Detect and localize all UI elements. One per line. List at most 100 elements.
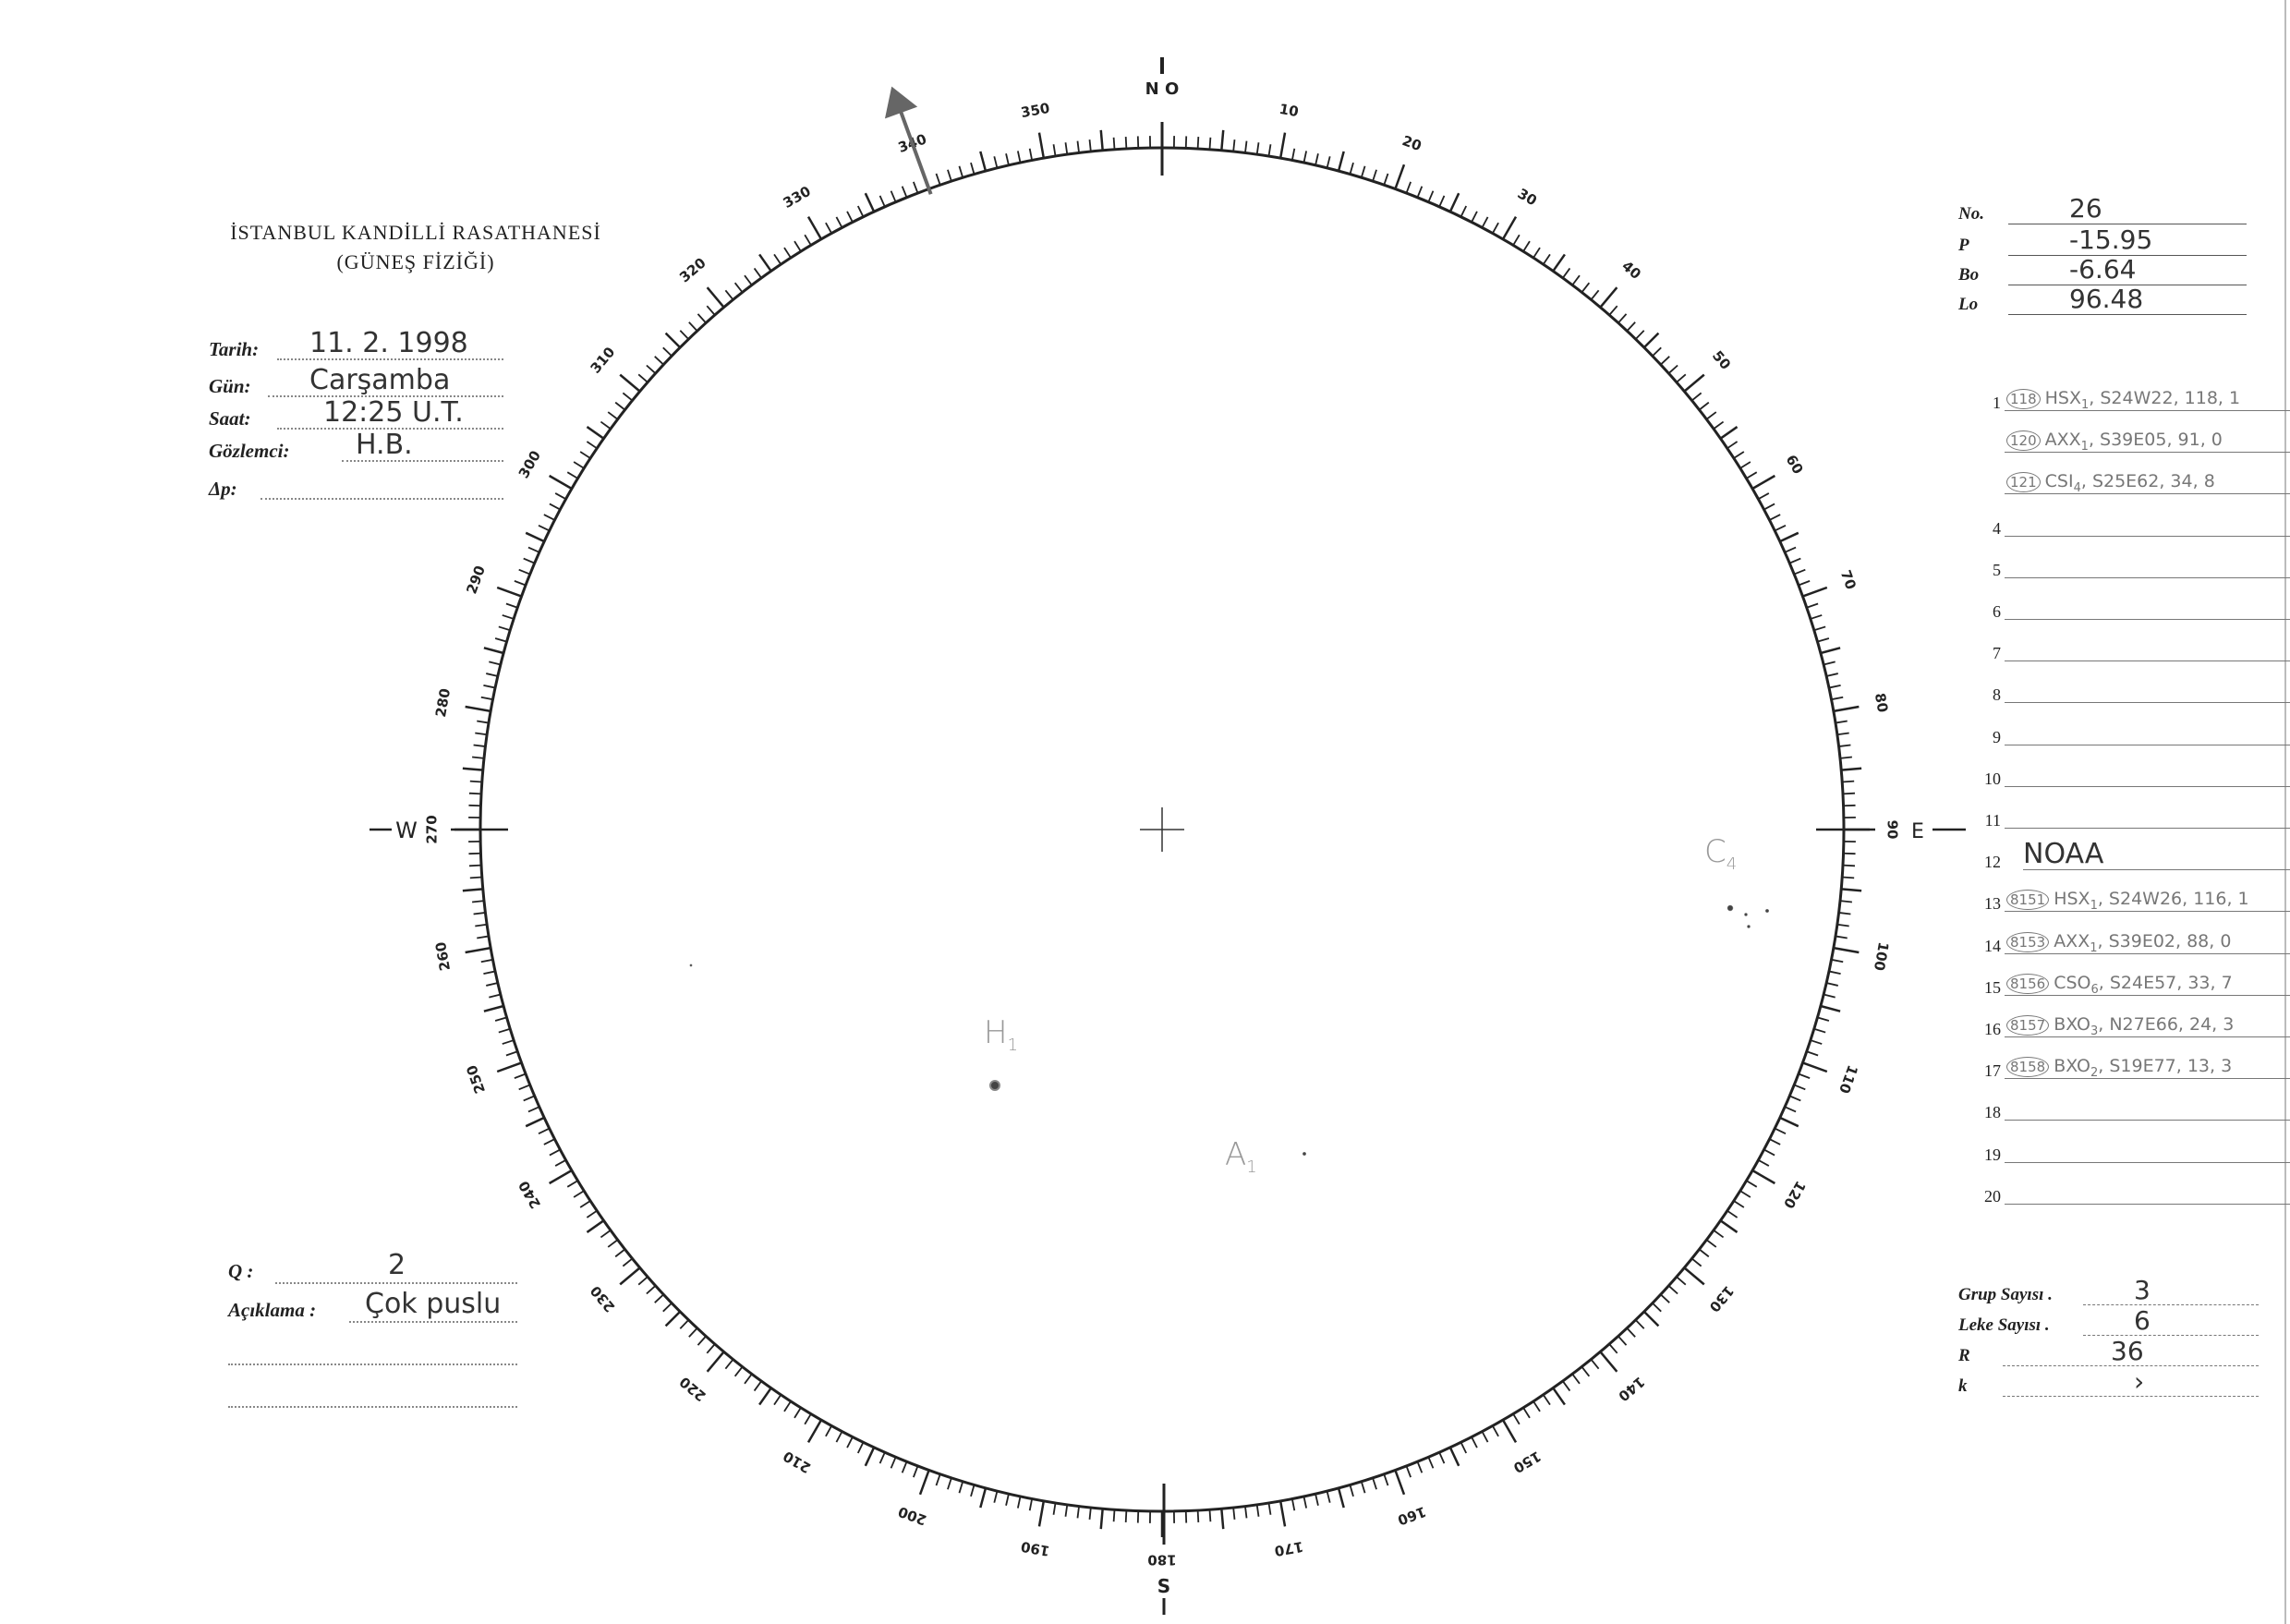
group-row[interactable]: 5 bbox=[1940, 544, 2290, 583]
group-row[interactable]: 7 bbox=[1940, 627, 2290, 666]
dial-tick bbox=[1326, 1490, 1331, 1503]
position-data: , N27E66, 24, 3 bbox=[2098, 1014, 2235, 1035]
department-name: (GÜNEŞ FİZİĞİ) bbox=[336, 250, 495, 273]
row-line bbox=[2005, 535, 2290, 537]
row-number: 11 bbox=[1984, 811, 2001, 830]
group-row[interactable]: 16 8157 BXO3, N27E66, 24, 3 bbox=[1940, 1003, 2290, 1042]
dial-tick bbox=[1763, 503, 1775, 511]
group-row[interactable]: 20 bbox=[1940, 1170, 2290, 1209]
group-row[interactable]: 18 bbox=[1940, 1086, 2290, 1125]
dial-tick bbox=[1052, 1502, 1057, 1515]
dial-degree-label: 210 bbox=[781, 1448, 814, 1476]
field-value[interactable]: 11. 2. 1998 bbox=[309, 327, 468, 359]
dial-tick bbox=[505, 1050, 518, 1057]
group-row[interactable]: 15 8156 CSO6, S24E57, 33, 7 bbox=[1940, 962, 2290, 1000]
dial-tick bbox=[970, 162, 975, 175]
dial-tick bbox=[637, 373, 648, 383]
circled-number: 8158 bbox=[2006, 1057, 2050, 1078]
dial-degree-label: 270 bbox=[424, 815, 441, 843]
dial-tick bbox=[1448, 192, 1460, 212]
dial-tick bbox=[1481, 216, 1489, 228]
group-row[interactable]: 121 CSI4, S25E62, 34, 8 bbox=[1940, 460, 2290, 499]
dial-tick bbox=[1810, 1039, 1823, 1045]
ephemeris-value[interactable]: 96.48 bbox=[2069, 284, 2144, 314]
note-value[interactable]: Çok puslu bbox=[365, 1288, 502, 1320]
dial-tick bbox=[1267, 144, 1272, 157]
dial-tick bbox=[554, 492, 566, 500]
count-value[interactable]: 3 bbox=[2134, 1275, 2151, 1305]
ephemeris-label: Bo bbox=[1958, 265, 1980, 285]
row-number: 14 bbox=[1984, 936, 2001, 955]
dial-tick bbox=[1571, 274, 1581, 286]
dial-tick bbox=[1841, 767, 1862, 771]
dial-tick bbox=[901, 1460, 908, 1473]
group-row[interactable]: 17 8158 BXO2, S19E77, 13, 3 bbox=[1940, 1045, 2290, 1084]
dial-tick bbox=[654, 1293, 664, 1303]
ephemeris-value[interactable]: -15.95 bbox=[2069, 224, 2153, 255]
dial-tick bbox=[664, 332, 682, 349]
field-value[interactable]: 12:25 U.T. bbox=[323, 396, 464, 429]
dial-tick bbox=[1232, 139, 1236, 152]
group-row[interactable]: 11 bbox=[1940, 794, 2290, 833]
dial-tick bbox=[1267, 1502, 1272, 1515]
dial-tick bbox=[1825, 673, 1838, 677]
field-value[interactable]: Carşamba bbox=[309, 364, 451, 396]
dial-tick bbox=[472, 900, 485, 903]
dial-tick bbox=[664, 1310, 682, 1327]
dial-tick bbox=[856, 205, 865, 218]
dial-tick bbox=[523, 1095, 536, 1102]
group-row[interactable]: 120 AXX1, S39E05, 91, 0 bbox=[1940, 418, 2290, 457]
dial-tick bbox=[1416, 186, 1424, 199]
dial-tick bbox=[1471, 1436, 1478, 1448]
group-row[interactable]: 12 NOAA bbox=[1940, 836, 2290, 875]
dial-tick bbox=[688, 321, 698, 332]
group-row[interactable]: 9 bbox=[1940, 711, 2290, 750]
group-row[interactable]: 10 bbox=[1940, 753, 2290, 792]
dial-tick bbox=[1831, 958, 1844, 963]
dial-tick bbox=[1713, 420, 1725, 430]
row-line bbox=[2005, 1078, 2290, 1080]
class-subscript: 2 bbox=[2090, 1065, 2099, 1080]
group-row[interactable]: 14 8153 AXX1, S39E02, 88, 0 bbox=[1940, 920, 2290, 959]
dial-degree-label: 190 bbox=[1020, 1538, 1051, 1559]
group-row[interactable]: 8 bbox=[1940, 669, 2290, 708]
dial-tick bbox=[1779, 531, 1799, 543]
dial-tick bbox=[1763, 1148, 1775, 1157]
dial-degree-label: 80 bbox=[1872, 692, 1891, 714]
group-row[interactable]: 19 bbox=[1940, 1129, 2290, 1168]
group-row[interactable]: 4 bbox=[1940, 503, 2290, 541]
group-row[interactable]: 1 118 HSX1, S24W22, 118, 1 bbox=[1940, 377, 2290, 416]
field-value[interactable]: H.B. bbox=[356, 429, 413, 461]
note-line-2[interactable] bbox=[228, 1363, 517, 1365]
dial-tick bbox=[662, 346, 672, 357]
note-line-3[interactable] bbox=[228, 1406, 517, 1408]
dial-tick bbox=[1552, 253, 1566, 273]
dial-tick bbox=[697, 1335, 707, 1346]
dial-tick bbox=[1220, 1509, 1225, 1530]
dial-tick bbox=[1290, 1498, 1296, 1511]
ephemeris-label: No. bbox=[1958, 204, 1984, 224]
dial-tick bbox=[1088, 1507, 1092, 1520]
dial-tick bbox=[1733, 1200, 1745, 1208]
row-entry: 121 CSI4, S25E62, 34, 8 bbox=[2006, 469, 2215, 494]
dial-tick bbox=[1806, 1050, 1819, 1057]
row-number: 8 bbox=[1993, 685, 2001, 705]
row-line bbox=[2005, 1120, 2290, 1121]
row-entry: 8157 BXO3, N27E66, 24, 3 bbox=[2006, 1012, 2235, 1037]
dial-tick bbox=[1208, 137, 1212, 150]
group-row[interactable]: 13 8151 HSX1, S24W26, 116, 1 bbox=[1940, 878, 2290, 916]
count-value[interactable]: 36 bbox=[2111, 1336, 2144, 1366]
count-value[interactable]: › bbox=[2134, 1366, 2145, 1397]
dial-tick bbox=[1315, 1493, 1319, 1506]
dial-tick bbox=[773, 253, 782, 265]
count-value[interactable]: 6 bbox=[2134, 1305, 2151, 1336]
dial-tick bbox=[1739, 1190, 1751, 1198]
ephemeris-value[interactable]: -6.64 bbox=[2069, 254, 2137, 285]
dial-tick bbox=[1676, 373, 1687, 383]
q-value[interactable]: 2 bbox=[388, 1249, 406, 1281]
ephemeris-value[interactable]: 26 bbox=[2069, 193, 2102, 224]
group-row[interactable]: 6 bbox=[1940, 586, 2290, 624]
dial-tick bbox=[1522, 240, 1531, 252]
row-line bbox=[2005, 1161, 2290, 1163]
field-dotted-line bbox=[268, 395, 503, 397]
